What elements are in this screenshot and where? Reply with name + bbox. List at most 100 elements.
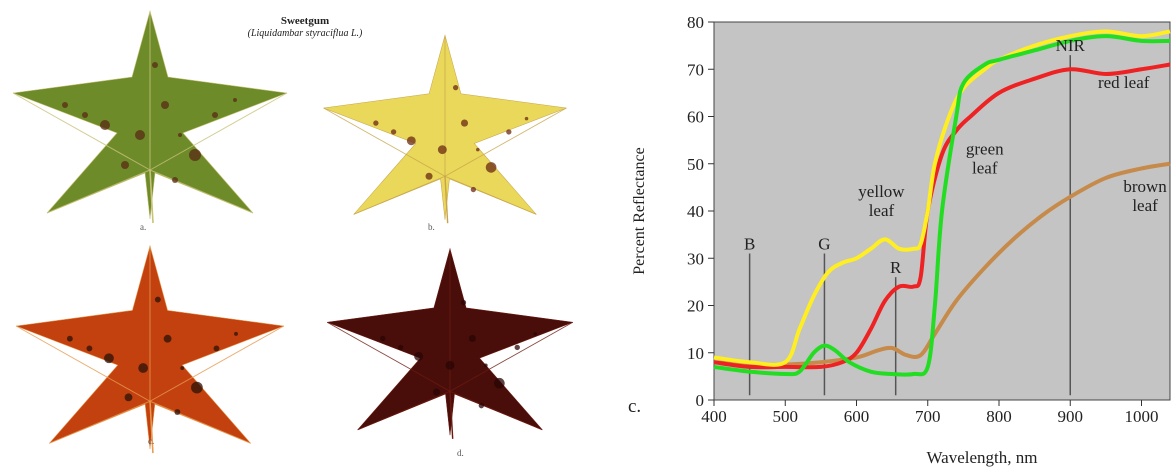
leaf-spot xyxy=(470,186,477,193)
leaf-spot xyxy=(514,344,520,351)
leaf-spot xyxy=(485,162,497,173)
leaf-spot xyxy=(86,345,93,352)
leaf-spot xyxy=(100,120,110,130)
leaf-vein xyxy=(149,92,288,171)
leaf-vein xyxy=(449,321,574,392)
y-tick-label: 30 xyxy=(687,249,704,268)
leaf-figure: Sweetgum (Liquidambar styraciflua L.) a.… xyxy=(12,9,574,458)
leaf-c-image xyxy=(15,244,285,454)
figure-subtitle: (Liquidambar styraciflua L.) xyxy=(247,28,363,39)
leaf-spot xyxy=(233,98,237,102)
y-tick-label: 60 xyxy=(687,108,704,127)
leaf-spot xyxy=(460,119,469,127)
series-line-red-leaf xyxy=(713,62,1171,370)
leaf-spot xyxy=(414,351,424,361)
y-tick-label: 0 xyxy=(696,391,705,410)
series-line-yellow-leaf xyxy=(713,29,1171,367)
x-tick-label: 800 xyxy=(986,407,1012,426)
leaf-spot xyxy=(468,334,476,342)
leaf-spot xyxy=(373,120,379,126)
leaf-vein xyxy=(326,321,451,392)
series-label: leaf xyxy=(972,158,998,177)
leaf-spot xyxy=(62,102,68,108)
series-line-green-leaf xyxy=(713,34,1171,377)
leaf-spot xyxy=(154,296,161,303)
leaf-spot xyxy=(66,335,73,342)
y-tick-label: 20 xyxy=(687,297,704,316)
leaf-spot xyxy=(138,363,149,373)
leaf-stem xyxy=(449,391,454,439)
leaf-spot xyxy=(234,331,238,336)
leaf-vein xyxy=(444,107,567,177)
figure-title: Sweetgum xyxy=(280,15,330,27)
leaf-d-image xyxy=(326,247,574,439)
x-axis-label: Wavelength, nm xyxy=(927,448,1038,467)
leaf-spot xyxy=(180,366,185,370)
leaf-d-caption: d. xyxy=(457,448,464,458)
leaf-spot xyxy=(425,172,433,180)
leaf-vein xyxy=(149,400,251,444)
panel-label: c. xyxy=(628,396,641,417)
leaf-spot xyxy=(445,360,455,370)
leaf-vein xyxy=(46,169,151,214)
y-tick-label: 10 xyxy=(687,344,704,363)
series-label: yellow xyxy=(858,182,905,201)
leaf-spot xyxy=(524,116,529,121)
series-label: leaf xyxy=(1132,196,1158,215)
leaf-vein xyxy=(15,325,151,402)
leaf-spot xyxy=(82,112,88,118)
leaf-stem xyxy=(149,169,154,224)
leaf-vein xyxy=(12,92,151,171)
leaf-spot xyxy=(213,345,220,352)
leaf-spot xyxy=(212,112,218,118)
x-tick-label: 700 xyxy=(915,407,941,426)
leaf-spot xyxy=(437,145,447,155)
leaf-vein xyxy=(353,175,446,215)
leaf-spot xyxy=(104,353,114,364)
leaf-spot xyxy=(121,161,129,169)
leaf-vein xyxy=(149,169,254,214)
y-tick-label: 80 xyxy=(687,13,704,32)
x-tick-label: 1000 xyxy=(1125,407,1159,426)
leaf-spot xyxy=(178,133,182,137)
band-marker-label: R xyxy=(890,258,902,277)
series-label: leaf xyxy=(869,201,895,220)
series-label: green xyxy=(966,139,1004,158)
x-tick-label: 500 xyxy=(773,407,799,426)
leaf-spot xyxy=(161,101,169,109)
leaf-stem xyxy=(149,401,154,454)
leaf-spot xyxy=(406,136,416,146)
reflectance-chart: 0 10 20 30 40 50 60 70 80 400 500 600 700 800 900 1000 W… xyxy=(600,0,1174,468)
series-label: brown xyxy=(1123,177,1167,196)
series-line-brown-leaf xyxy=(713,161,1171,367)
leaf-vein xyxy=(357,390,451,431)
leaf-spot xyxy=(191,381,203,394)
leaf-spot xyxy=(476,147,480,152)
leaf-spot xyxy=(189,149,201,161)
leaf-a-image xyxy=(12,9,288,224)
band-marker-label: NIR xyxy=(1056,36,1086,55)
band-marker-label: B xyxy=(744,235,755,254)
x-tick-label: 600 xyxy=(844,407,870,426)
leaf-vein xyxy=(444,175,537,215)
leaf-vein xyxy=(149,325,285,402)
series-label: red leaf xyxy=(1098,73,1150,92)
y-tick-label: 50 xyxy=(687,155,704,174)
leaf-spot xyxy=(390,129,397,135)
leaf-spot xyxy=(135,130,145,140)
band-marker-label: G xyxy=(818,235,830,254)
leaf-c-caption: c. xyxy=(148,436,155,446)
leaf-a-caption: a. xyxy=(140,222,147,232)
leaf-vein xyxy=(323,107,446,177)
leaf-spot xyxy=(460,299,467,306)
y-axis-label: Percent Reflectance xyxy=(631,147,648,274)
leaf-spot xyxy=(478,402,485,409)
leaf-spot xyxy=(452,84,459,91)
leaf-spot xyxy=(124,393,133,402)
leaf-vein xyxy=(49,400,151,444)
leaf-vein xyxy=(449,390,543,431)
leaf-spot xyxy=(432,388,441,396)
leaf-stem xyxy=(444,176,449,224)
leaf-spot xyxy=(380,335,386,342)
x-tick-label: 400 xyxy=(701,407,727,426)
